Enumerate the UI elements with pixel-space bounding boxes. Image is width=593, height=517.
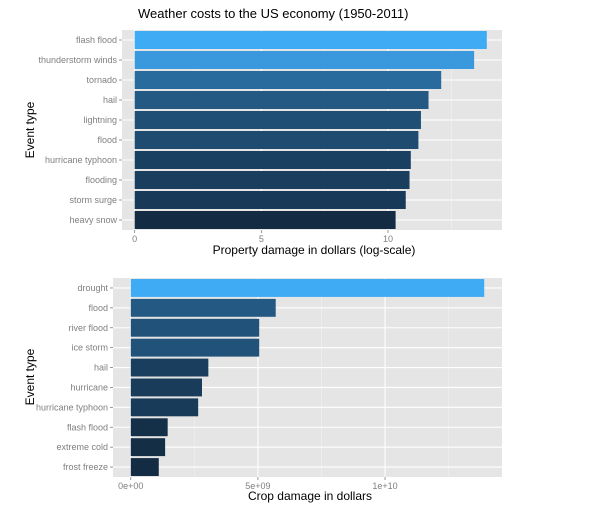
bar-frost-freeze — [130, 458, 159, 477]
bar-flooding — [134, 171, 410, 189]
y-tick-label: flooding — [85, 175, 117, 185]
bar-ice-storm — [130, 338, 260, 357]
bar-hail — [130, 358, 209, 377]
bar-tornado — [134, 71, 442, 89]
bar-flash-flood — [130, 418, 168, 437]
y-tick-label: heavy snow — [69, 215, 117, 225]
x-tick-label: 5e+09 — [245, 481, 270, 491]
bar-hail — [134, 91, 429, 109]
x-tick-label: 1e+10 — [372, 481, 397, 491]
bar-lightning — [134, 111, 421, 129]
property-damage-chart: flash flood thunderstorm winds tornado hail… — [23, 30, 502, 257]
y-tick-label: lightning — [83, 115, 117, 125]
y-tick-label: drought — [77, 283, 108, 293]
y-tick-label: flood — [88, 303, 108, 313]
bar-heavy-snow — [134, 211, 396, 229]
y-tick-label: storm surge — [69, 195, 117, 205]
x-tick-label: 0 — [132, 234, 137, 244]
bar-flash-flood — [134, 31, 487, 49]
y-tick-label: flash flood — [76, 35, 117, 45]
x-axis-title: Crop damage in dollars — [248, 489, 372, 503]
y-tick-label: hail — [94, 363, 108, 373]
crop-damage-chart: drought flood river flood ice storm hail hurr… — [23, 278, 502, 503]
x-axis-title: Property damage in dollars (log-scale) — [213, 243, 416, 257]
y-tick-label: hurricane typhoon — [45, 155, 117, 165]
bar-hurricane-typhoon — [134, 151, 411, 169]
y-tick-label: hurricane typhoon — [36, 402, 108, 412]
y-tick-label: hurricane — [70, 382, 108, 392]
bar-storm-surge — [134, 191, 406, 209]
bar-drought — [130, 278, 485, 297]
bar-hurricane — [130, 378, 202, 397]
x-tick-label: 5 — [259, 234, 264, 244]
y-tick-label: flash flood — [67, 422, 108, 432]
x-tick-label: 10 — [383, 234, 393, 244]
y-axis-title: Event type — [23, 101, 37, 158]
bar-extreme-cold — [130, 438, 166, 457]
y-axis-title: Event type — [23, 348, 37, 405]
y-tick-label: tornado — [86, 75, 117, 85]
y-tick-label: ice storm — [71, 343, 108, 353]
chart-title: Weather costs to the US economy (1950-20… — [138, 6, 409, 21]
bar-flood — [134, 131, 419, 149]
bar-river-flood — [130, 318, 260, 337]
y-tick-label: thunderstorm winds — [38, 55, 117, 65]
bar-flood — [130, 298, 276, 317]
bar-hurricane-typhoon — [130, 398, 199, 417]
x-tick-label: 0e+00 — [118, 481, 143, 491]
y-tick-label: extreme cold — [56, 442, 108, 452]
y-tick-label: hail — [103, 95, 117, 105]
y-tick-label: flood — [97, 135, 117, 145]
bar-thunderstorm-winds — [134, 51, 475, 69]
y-tick-label: frost freeze — [63, 462, 108, 472]
y-tick-label: river flood — [68, 323, 108, 333]
